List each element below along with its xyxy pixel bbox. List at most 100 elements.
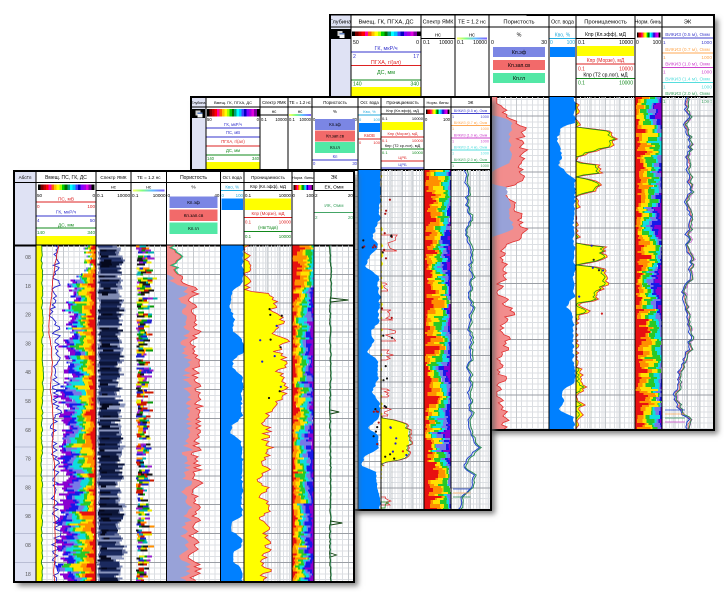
svg-text:Вмещ. ГК, ПГХА, ДС: Вмещ. ГК, ПГХА, ДС (214, 100, 252, 105)
svg-text:1000: 1000 (481, 152, 489, 156)
svg-text:ДС, мм: ДС, мм (226, 148, 240, 153)
svg-text:100: 100 (373, 117, 380, 122)
svg-text:10000: 10000 (299, 117, 311, 122)
svg-text:Ост. вода: Ост. вода (223, 175, 243, 180)
svg-text:КвОВ: КвОВ (364, 133, 375, 138)
svg-text:ВИКИЗ (1.0 м), Омм: ВИКИЗ (1.0 м), Омм (454, 133, 488, 137)
svg-text:ДС, мм: ДС, мм (377, 70, 395, 76)
svg-text:0.1: 0.1 (97, 193, 104, 198)
svg-text:ВИКИЗ (1.4 м), Омм: ВИКИЗ (1.4 м), Омм (454, 146, 488, 150)
svg-text:0: 0 (359, 140, 362, 145)
svg-text:Проницаемость: Проницаемость (584, 20, 627, 26)
svg-text:Пористость: Пористость (180, 175, 207, 181)
svg-text:0.1: 0.1 (578, 67, 585, 73)
svg-text:ПГХА, г/(ал): ПГХА, г/(ал) (371, 60, 401, 66)
svg-text:340: 340 (87, 230, 95, 235)
svg-text:0.1: 0.1 (457, 40, 464, 46)
svg-text:0.1: 0.1 (261, 117, 267, 122)
svg-text:0: 0 (550, 40, 553, 46)
svg-text:30: 30 (352, 161, 357, 166)
svg-text:Кпр (Морзе), мД: Кпр (Морзе), мД (388, 131, 418, 136)
svg-text:48: 48 (25, 370, 31, 376)
svg-text:ВИКИЗ (2.0 м), Омм: ВИКИЗ (2.0 м), Омм (665, 91, 710, 97)
svg-text:1: 1 (452, 115, 454, 119)
svg-text:ЭК: ЭК (331, 175, 338, 181)
svg-text:ВИКИЗ (0.7 м), Омм: ВИКИЗ (0.7 м), Омм (665, 47, 710, 53)
svg-text:10000: 10000 (619, 67, 633, 73)
svg-text:0.1: 0.1 (132, 193, 139, 198)
svg-text:0: 0 (491, 40, 494, 46)
svg-text:1: 1 (663, 70, 666, 76)
svg-text:340: 340 (252, 156, 260, 161)
svg-text:140: 140 (207, 156, 215, 161)
svg-text:ВИКИЗ (1.0 м), Омм: ВИКИЗ (1.0 м), Омм (665, 62, 710, 68)
svg-text:140: 140 (353, 82, 362, 88)
svg-text:ЭК: ЭК (468, 100, 474, 105)
svg-text:100: 100 (236, 193, 244, 198)
svg-text:Кп: Кп (333, 154, 338, 159)
svg-text:10000: 10000 (279, 234, 292, 239)
svg-text:140: 140 (37, 230, 45, 235)
svg-text:Спектр ЯМК: Спектр ЯМК (423, 20, 455, 26)
svg-text:0.1: 0.1 (578, 40, 585, 46)
svg-text:Ост. вода: Ост. вода (551, 20, 574, 26)
svg-text:1000: 1000 (481, 139, 489, 143)
svg-text:4: 4 (37, 218, 40, 223)
svg-text:Кп.зап.св: Кп.зап.св (184, 213, 204, 218)
svg-text:ВИКИЗ (0.5 м), Омм: ВИКИЗ (0.5 м), Омм (454, 109, 488, 113)
svg-text:Проницаемость: Проницаемость (251, 175, 285, 180)
svg-text:0: 0 (257, 117, 260, 122)
svg-text:нс: нс (146, 186, 152, 191)
svg-text:10000: 10000 (117, 193, 130, 198)
svg-text:20: 20 (348, 193, 354, 198)
svg-text:100: 100 (653, 40, 662, 46)
svg-text:0: 0 (293, 193, 296, 198)
svg-text:Кпр (Т2 ср.лог), мД: Кпр (Т2 ср.лог), мД (385, 143, 421, 148)
svg-text:100: 100 (443, 117, 451, 122)
svg-text:ГК, мкР/ч: ГК, мкР/ч (224, 122, 242, 127)
svg-text:Кпр (Кл.эфф), мД: Кпр (Кл.эфф), мД (585, 32, 626, 38)
svg-text:1000: 1000 (481, 115, 489, 119)
svg-text:10000: 10000 (279, 220, 292, 225)
svg-text:Вмещ. ПС, ГК, ДС: Вмещ. ПС, ГК, ДС (45, 175, 87, 181)
svg-text:Кп.эф: Кп.эф (187, 200, 200, 205)
svg-text:0.1: 0.1 (245, 220, 252, 225)
svg-text:Ост. вода: Ост. вода (360, 100, 379, 105)
svg-text:0.1: 0.1 (289, 117, 295, 122)
svg-text:1: 1 (663, 84, 666, 90)
svg-text:1000: 1000 (701, 40, 712, 46)
svg-text:2: 2 (315, 215, 318, 220)
svg-text:100: 100 (373, 140, 380, 145)
svg-text:нс: нс (435, 33, 441, 39)
svg-text:20: 20 (348, 215, 354, 220)
svg-text:78: 78 (25, 457, 31, 463)
svg-text:ВИКИЗ (1.4 м), Омм: ВИКИЗ (1.4 м), Омм (665, 76, 710, 82)
svg-text:Норм. бины: Норм. бины (427, 100, 449, 105)
svg-text:Кпр (Морзе), мД: Кпр (Морзе), мД (252, 211, 285, 216)
svg-text:1: 1 (452, 139, 454, 143)
svg-text:0.1: 0.1 (245, 193, 252, 198)
svg-text:0.1: 0.1 (423, 40, 430, 46)
svg-text:30: 30 (541, 40, 547, 46)
svg-text:100: 100 (567, 40, 576, 46)
svg-text:Вмещ. ГК, ПГХА, ДС: Вмещ. ГК, ПГХА, ДС (358, 20, 413, 26)
svg-text:0: 0 (37, 204, 40, 209)
svg-text:1: 1 (663, 55, 666, 61)
svg-text:0: 0 (313, 117, 316, 122)
svg-text:1: 1 (452, 127, 454, 131)
svg-text:Кп.эф: Кп.эф (512, 50, 527, 56)
svg-text:40: 40 (214, 193, 220, 198)
svg-text:18: 18 (25, 284, 31, 290)
svg-text:Кпр (Т2 ср.лог), мД: Кпр (Т2 ср.лог), мД (583, 73, 628, 79)
svg-text:1: 1 (452, 164, 454, 168)
svg-text:%: % (333, 109, 337, 114)
svg-text:ЦРБ: ЦРБ (398, 155, 407, 160)
svg-text:100: 100 (306, 193, 314, 198)
svg-text:10000: 10000 (412, 138, 424, 143)
svg-text:Кп.гл: Кп.гл (513, 76, 525, 82)
svg-text:340: 340 (410, 82, 419, 88)
svg-text:ДС, мм: ДС, мм (58, 223, 74, 229)
svg-text:ГК, мкР/ч: ГК, мкР/ч (374, 46, 397, 52)
svg-text:10000: 10000 (279, 193, 292, 198)
svg-text:Спектр ЯМК: Спектр ЯМК (262, 100, 286, 105)
